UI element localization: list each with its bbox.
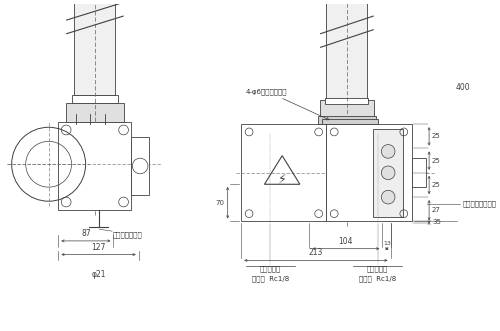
Text: 圧力運行用: 圧力運行用 xyxy=(260,265,281,272)
Text: 213: 213 xyxy=(308,249,323,258)
Bar xyxy=(412,158,426,187)
Text: 104: 104 xyxy=(338,237,353,246)
Text: 主管脱圧用: 主管脱圧用 xyxy=(367,265,388,272)
Circle shape xyxy=(382,166,395,180)
Text: 4-φ6ポンプ取付稴: 4-φ6ポンプ取付稴 xyxy=(246,88,329,120)
Text: 70: 70 xyxy=(216,200,225,206)
Bar xyxy=(74,0,116,95)
Text: 27: 27 xyxy=(432,207,441,213)
Text: 35: 35 xyxy=(432,219,441,225)
Bar xyxy=(326,98,368,104)
Text: 25: 25 xyxy=(432,158,441,164)
Bar xyxy=(318,117,376,124)
Bar xyxy=(326,124,412,221)
Text: 25: 25 xyxy=(432,182,441,188)
Text: ⚡: ⚡ xyxy=(278,172,286,185)
Text: 吐出口  Rc1/8: 吐出口 Rc1/8 xyxy=(359,275,396,282)
Text: 127: 127 xyxy=(92,243,106,252)
Text: 400: 400 xyxy=(456,83,470,92)
Circle shape xyxy=(382,145,395,158)
Bar xyxy=(242,124,326,221)
Text: 13: 13 xyxy=(383,241,391,246)
Bar xyxy=(320,100,374,121)
Text: 87: 87 xyxy=(81,229,90,238)
Bar xyxy=(72,95,118,103)
Bar xyxy=(132,137,149,195)
Bar xyxy=(322,119,378,124)
Text: 25: 25 xyxy=(432,133,441,139)
Text: 吐出口  Rc1/8: 吐出口 Rc1/8 xyxy=(252,275,289,282)
Text: エアー抜きプラグ: エアー抜きプラグ xyxy=(462,201,496,207)
Circle shape xyxy=(382,190,395,204)
Bar xyxy=(58,122,132,210)
Bar xyxy=(374,129,403,216)
Text: φ21: φ21 xyxy=(92,270,106,279)
Text: 電線引き出し口: 電線引き出し口 xyxy=(113,231,143,238)
Bar xyxy=(66,103,124,122)
Bar xyxy=(326,0,368,100)
